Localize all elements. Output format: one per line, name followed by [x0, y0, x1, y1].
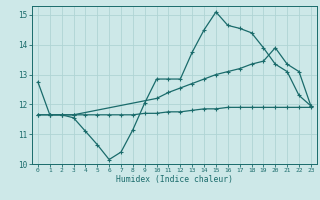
X-axis label: Humidex (Indice chaleur): Humidex (Indice chaleur): [116, 175, 233, 184]
